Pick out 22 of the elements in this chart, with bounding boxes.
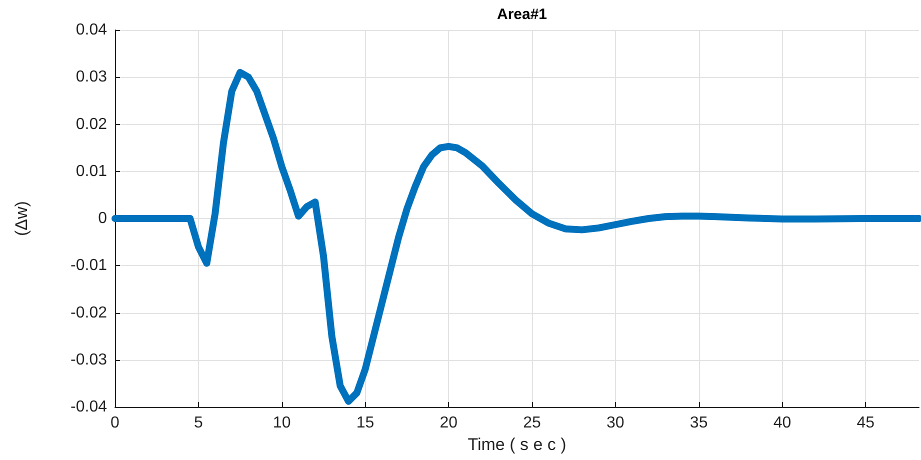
- y-tick-label: 0.03: [76, 68, 108, 86]
- y-tick-label: -0.02: [70, 304, 108, 322]
- y-tick-label: -0.04: [70, 398, 108, 416]
- y-tick-label: 0.04: [76, 22, 108, 38]
- x-tick-label: 15: [356, 414, 374, 432]
- x-tick-label: 40: [773, 414, 792, 432]
- x-tick-label: 35: [690, 414, 708, 432]
- y-axis-title: (Δw): [12, 201, 31, 236]
- x-tick-label: 45: [856, 414, 875, 432]
- x-tick-label: 5: [194, 414, 203, 432]
- y-tick-label: -0.01: [70, 257, 108, 274]
- y-tick-label: 0: [98, 210, 108, 227]
- x-tick-label: 25: [523, 414, 542, 432]
- x-tick-label: 30: [606, 414, 624, 432]
- x-tick-label: 20: [440, 414, 458, 432]
- y-tick-label: 0.01: [76, 162, 108, 180]
- y-tick-label: 0.02: [76, 116, 108, 133]
- y-tick-label: -0.03: [70, 351, 108, 368]
- x-axis-title: Time ( s e c ): [468, 434, 566, 454]
- chart-title: Area#1: [496, 6, 548, 23]
- x-tick-label: 0: [110, 414, 120, 432]
- x-tick-label: 10: [272, 414, 291, 432]
